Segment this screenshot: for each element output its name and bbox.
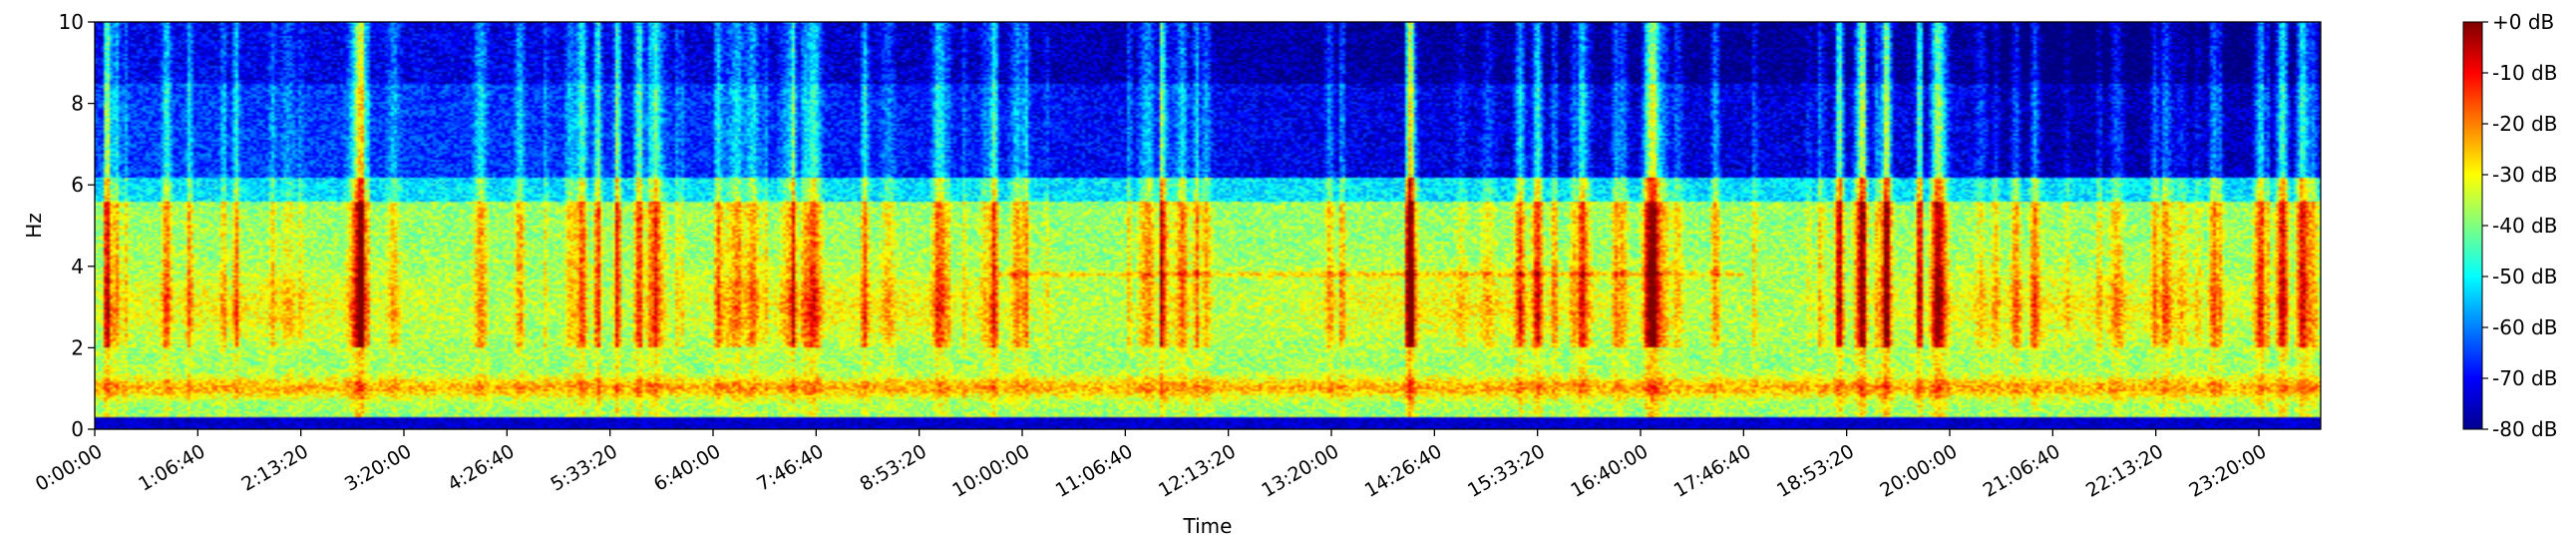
x-tick-label: 12:13:20 <box>1155 440 1240 502</box>
plot-frame <box>94 21 2322 430</box>
colorbar-tick-label: -70 dB <box>2492 366 2557 390</box>
colorbar-tick-label: -10 dB <box>2492 61 2557 85</box>
x-tick-label: 17:46:40 <box>1670 440 1755 502</box>
colorbar-tick-label: -30 dB <box>2492 163 2557 187</box>
colorbar-tick-label: -80 dB <box>2492 417 2557 441</box>
x-tick-label: 13:20:00 <box>1258 440 1342 502</box>
x-axis: 0:00:00 1:06:40 2:13:20 3:20:00 4:26:40 5:33:… <box>32 429 2270 502</box>
x-tick-label: 23:20:00 <box>2185 440 2270 502</box>
x-tick-label: 16:40:00 <box>1567 440 1652 502</box>
x-tick-label: 8:53:20 <box>857 440 930 496</box>
x-tick-label: 21:06:40 <box>1980 440 2064 502</box>
x-tick-label: 22:13:20 <box>2082 440 2167 502</box>
colorbar-tick-label: -60 dB <box>2492 315 2557 339</box>
x-tick-label: 20:00:00 <box>1876 440 1961 502</box>
colorbar <box>2462 21 2483 430</box>
colorbar-tick-label: -50 dB <box>2492 265 2557 288</box>
y-axis: 0 2 4 6 8 10 <box>59 10 95 441</box>
y-axis-label: Hz <box>22 213 46 239</box>
x-tick-label: 4:26:40 <box>444 440 518 496</box>
colorbar-tick-label: -40 dB <box>2492 214 2557 238</box>
x-tick-label: 2:13:20 <box>238 440 312 496</box>
x-tick-label: 0:00:00 <box>32 440 106 496</box>
y-tick-label: 6 <box>71 173 84 197</box>
y-tick-label: 10 <box>59 10 84 34</box>
x-tick-label: 14:26:40 <box>1361 440 1446 502</box>
x-tick-label: 6:40:00 <box>650 440 724 496</box>
x-tick-label: 1:06:40 <box>135 440 208 496</box>
x-tick-label: 18:53:20 <box>1773 440 1858 502</box>
colorbar-tick-label: -20 dB <box>2492 112 2557 136</box>
x-axis-label: Time <box>1183 514 1233 538</box>
x-tick-label: 15:33:20 <box>1464 440 1549 502</box>
spectrogram-heatmap <box>95 22 2321 429</box>
y-tick-label: 2 <box>71 335 84 359</box>
colorbar-ticks: +0 dB -10 dB -20 dB -30 dB -40 dB -50 dB -60 d… <box>2482 10 2557 441</box>
y-tick-label: 0 <box>71 417 84 441</box>
x-tick-label: 3:20:00 <box>341 440 415 496</box>
x-tick-label: 5:33:20 <box>548 440 621 496</box>
y-tick-label: 4 <box>71 255 84 278</box>
x-tick-label: 7:46:40 <box>753 440 827 496</box>
colorbar-tick-label: +0 dB <box>2492 10 2554 34</box>
x-tick-label: 10:00:00 <box>948 440 1033 502</box>
x-tick-label: 11:06:40 <box>1052 440 1137 502</box>
y-tick-label: 8 <box>71 92 84 116</box>
